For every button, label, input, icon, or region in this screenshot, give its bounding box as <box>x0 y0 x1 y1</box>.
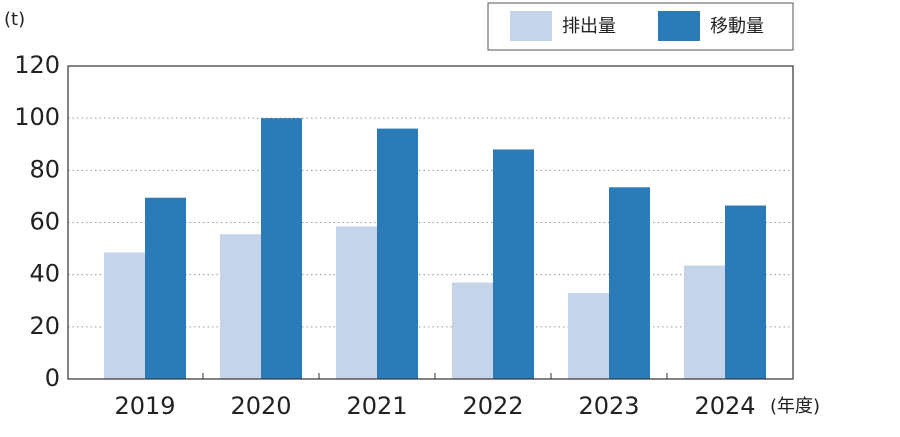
legend-swatch <box>510 11 552 41</box>
y-tick-label: 40 <box>29 260 60 288</box>
legend-box <box>487 2 794 51</box>
bar <box>145 197 186 379</box>
y-tick-label: 80 <box>29 155 60 183</box>
bar <box>725 205 766 379</box>
legend-label: 移動量 <box>710 16 764 37</box>
legend-swatch <box>658 11 700 41</box>
bar <box>104 252 145 379</box>
bar <box>493 149 534 379</box>
y-tick-label: 0 <box>45 364 60 392</box>
y-tick-label: 100 <box>14 103 60 131</box>
bar <box>609 187 650 379</box>
x-tick-label: 2021 <box>346 392 407 420</box>
x-unit: (年度) <box>770 396 820 417</box>
x-tick-label: 2023 <box>578 392 639 420</box>
bar <box>377 128 418 379</box>
x-tick-label: 2020 <box>230 392 291 420</box>
bar <box>684 265 725 379</box>
x-tick-label: 2022 <box>462 392 523 420</box>
x-tick-label: 2024 <box>694 392 755 420</box>
y-tick-label: 120 <box>14 51 60 79</box>
y-unit: (t) <box>4 9 25 30</box>
bar <box>261 118 302 380</box>
bar <box>452 282 493 379</box>
y-tick-label: 20 <box>29 312 60 340</box>
y-tick-label: 60 <box>29 208 60 236</box>
x-tick-label: 2019 <box>114 392 175 420</box>
bar <box>568 292 609 379</box>
bar <box>220 234 261 379</box>
plot-frame <box>67 65 794 380</box>
legend-label: 排出量 <box>562 16 616 37</box>
bar <box>336 226 377 379</box>
